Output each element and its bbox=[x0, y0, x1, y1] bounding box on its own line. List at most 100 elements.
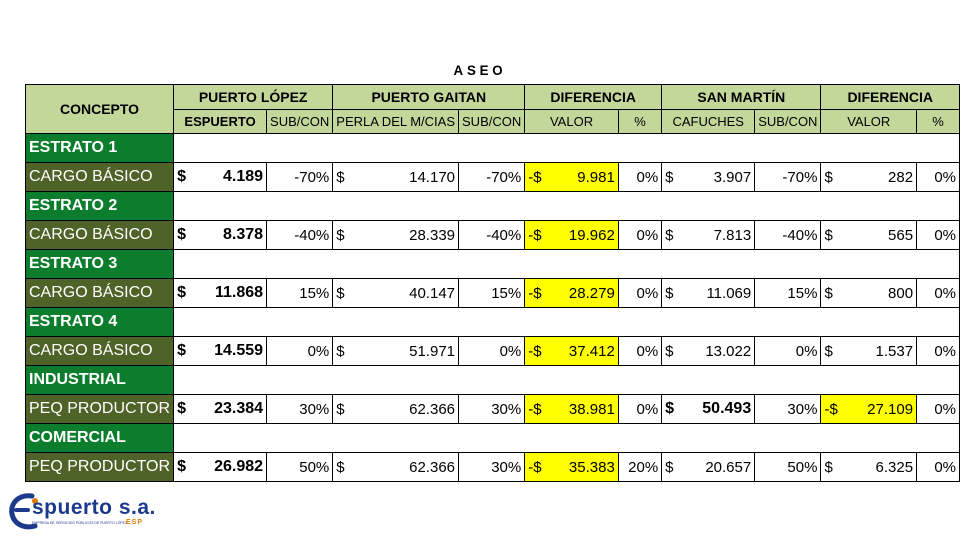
money-cell: $50.493 bbox=[661, 394, 756, 424]
money-value: 6.325 bbox=[875, 458, 914, 476]
logo-esp: ESP bbox=[126, 519, 144, 526]
currency-symbol: $ bbox=[665, 284, 674, 302]
currency-symbol: $ bbox=[336, 168, 345, 186]
currency-symbol: $ bbox=[665, 226, 674, 244]
logo-tagline: EMPRESA DE SERVICIOS PÚBLICOS DE PUERTO … bbox=[32, 521, 128, 525]
section-row: INDUSTRIAL bbox=[24, 365, 960, 395]
money-cell: -$ 35.383 bbox=[524, 452, 619, 482]
money-value: 62.366 bbox=[409, 400, 456, 418]
section-empty bbox=[173, 365, 960, 395]
currency-symbol: $ bbox=[177, 284, 186, 301]
money-value: 4.189 bbox=[223, 168, 264, 185]
money-value: 62.366 bbox=[409, 458, 456, 476]
money-cell: $20.657 bbox=[661, 452, 756, 482]
money-value: 23.384 bbox=[214, 400, 264, 417]
percent-cell: 30% bbox=[754, 394, 822, 424]
percent-cell: -70% bbox=[266, 162, 334, 192]
percent-cell: 0% bbox=[916, 336, 960, 366]
money-cell: -$ 27.109 bbox=[820, 394, 918, 424]
table-row: PEQ PRODUCTOR $26.982 50% $62.366 30% -$ 35.38… bbox=[24, 452, 960, 482]
money-cell: $14.559 bbox=[173, 336, 268, 366]
money-value: 800 bbox=[888, 284, 914, 302]
section-label: COMERCIAL bbox=[24, 423, 175, 453]
percent-cell: 0% bbox=[754, 336, 822, 366]
row-label: CARGO BÁSICO bbox=[24, 162, 175, 192]
company-logo: spuerto s.a. EMPRESA DE SERVICIOS PÚBLIC… bbox=[8, 492, 158, 534]
money-cell: $11.069 bbox=[661, 278, 756, 308]
currency-symbol: $ bbox=[665, 400, 675, 417]
money-value: 3.907 bbox=[713, 168, 752, 186]
percent-cell: 15% bbox=[266, 278, 334, 308]
currency-symbol: -$ bbox=[824, 400, 838, 418]
percent-cell: 0% bbox=[916, 278, 960, 308]
money-cell: -$ 28.279 bbox=[524, 278, 619, 308]
money-value: 28.339 bbox=[409, 226, 456, 244]
money-value: 8.378 bbox=[223, 226, 264, 243]
money-cell: $7.813 bbox=[661, 220, 756, 250]
percent-cell: 0% bbox=[617, 394, 663, 424]
money-value: 1.537 bbox=[875, 342, 914, 360]
percent-cell: 0% bbox=[916, 220, 960, 250]
money-value: 13.022 bbox=[705, 342, 752, 360]
subheader-espuerto: ESPUERTO bbox=[173, 109, 268, 134]
currency-symbol: -$ bbox=[528, 226, 542, 244]
percent-cell: -70% bbox=[458, 162, 526, 192]
money-value: 35.383 bbox=[568, 458, 615, 476]
money-cell: -$ 9.981 bbox=[524, 162, 619, 192]
money-value: 20.657 bbox=[705, 458, 752, 476]
money-cell: $51.971 bbox=[332, 336, 460, 366]
money-cell: $4.189 bbox=[173, 162, 268, 192]
table-row: CARGO BÁSICO $8.378 -40% $28.339 -40% -$ 19.96… bbox=[24, 220, 960, 250]
money-cell: $62.366 bbox=[332, 452, 460, 482]
section-label: ESTRATO 3 bbox=[24, 249, 175, 279]
logo-mark-icon bbox=[9, 493, 38, 530]
section-row: ESTRATO 2 bbox=[24, 191, 960, 221]
currency-symbol: $ bbox=[336, 400, 345, 418]
currency-symbol: $ bbox=[665, 168, 674, 186]
money-value: 38.981 bbox=[568, 400, 615, 418]
header-diferencia-1: DIFERENCIA bbox=[524, 84, 663, 110]
section-empty bbox=[173, 307, 960, 337]
money-value: 40.147 bbox=[409, 284, 456, 302]
table-title: ASEO bbox=[453, 62, 507, 78]
subheader-perla: PERLA DEL M/CIAS bbox=[332, 109, 460, 134]
currency-symbol: -$ bbox=[528, 284, 542, 302]
money-cell: $28.339 bbox=[332, 220, 460, 250]
percent-cell: -40% bbox=[266, 220, 334, 250]
percent-cell: 0% bbox=[617, 162, 663, 192]
subheader-cafuches: CAFUCHES bbox=[661, 109, 756, 134]
table-row: CARGO BÁSICO $4.189 -70% $14.170 -70% -$ 9.981… bbox=[24, 162, 960, 192]
money-cell: $800 bbox=[820, 278, 918, 308]
section-empty bbox=[173, 423, 960, 453]
currency-symbol: $ bbox=[177, 342, 186, 359]
subheader-pct-2: % bbox=[916, 109, 960, 134]
money-value: 51.971 bbox=[409, 342, 456, 360]
money-cell: -$ 19.962 bbox=[524, 220, 619, 250]
currency-symbol: $ bbox=[665, 342, 674, 360]
currency-symbol: $ bbox=[336, 284, 345, 302]
money-cell: $565 bbox=[820, 220, 918, 250]
money-value: 26.982 bbox=[214, 458, 264, 475]
section-row: COMERCIAL bbox=[24, 423, 960, 453]
money-cell: $1.537 bbox=[820, 336, 918, 366]
currency-symbol: $ bbox=[824, 342, 833, 360]
subheader-valor-1: VALOR bbox=[524, 109, 619, 134]
percent-cell: 30% bbox=[458, 394, 526, 424]
money-value: 14.559 bbox=[214, 342, 264, 359]
percent-cell: 0% bbox=[266, 336, 334, 366]
percent-cell: 50% bbox=[266, 452, 334, 482]
percent-cell: -70% bbox=[754, 162, 822, 192]
money-cell: $282 bbox=[820, 162, 918, 192]
money-value: 7.813 bbox=[713, 226, 752, 244]
money-cell: $40.147 bbox=[332, 278, 460, 308]
money-value: 11.069 bbox=[706, 284, 752, 302]
currency-symbol: $ bbox=[824, 458, 833, 476]
money-cell: $13.022 bbox=[661, 336, 756, 366]
currency-symbol: $ bbox=[177, 400, 186, 417]
percent-cell: -40% bbox=[458, 220, 526, 250]
currency-symbol: $ bbox=[177, 226, 186, 243]
percent-cell: 0% bbox=[916, 452, 960, 482]
logo-name: spuerto s.a. bbox=[32, 496, 156, 519]
currency-symbol: $ bbox=[824, 168, 833, 186]
money-value: 28.279 bbox=[568, 284, 615, 302]
